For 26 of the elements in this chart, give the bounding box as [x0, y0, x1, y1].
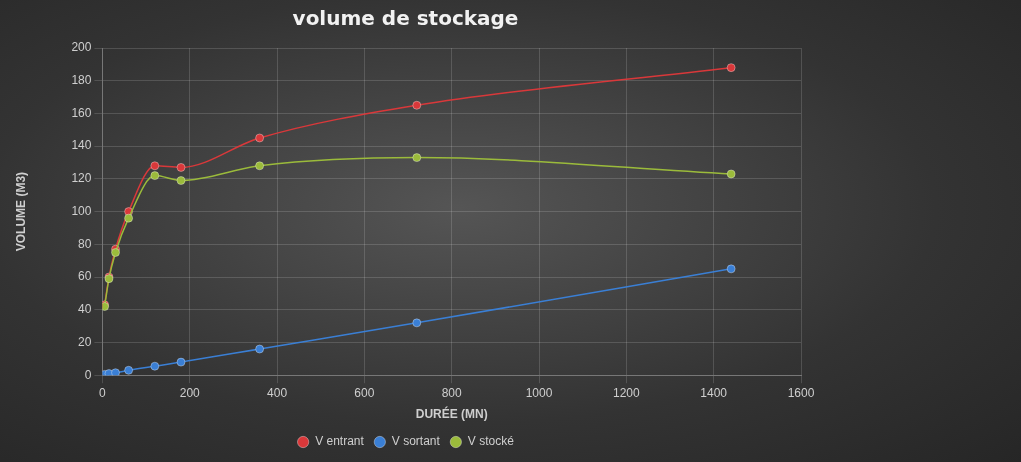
- y-tick-label: 160: [71, 105, 92, 120]
- x-tick-label: 1600: [787, 385, 815, 400]
- y-tick-label: 80: [78, 236, 92, 251]
- y-tick-label: 120: [71, 171, 92, 186]
- y-tick-label: 100: [71, 203, 92, 218]
- x-tick-label: 1000: [525, 385, 553, 400]
- x-axis-title: DURÉE (MN): [415, 406, 488, 422]
- y-tick-label: 200: [71, 40, 92, 55]
- x-tick-label: 600: [354, 385, 375, 400]
- legend-label: V entrant: [315, 434, 365, 449]
- x-tick-label: 200: [179, 385, 201, 400]
- x-tick-label: 400: [267, 385, 288, 400]
- y-axis-title: VOLUME (M3): [13, 171, 28, 252]
- y-tick-label: 0: [84, 367, 92, 382]
- legend-label: V stocké: [467, 434, 515, 449]
- legend-label: V sortant: [391, 434, 441, 449]
- x-tick-label: 1200: [613, 385, 641, 400]
- x-tick-label: 800: [441, 385, 463, 400]
- y-tick-label: 60: [78, 269, 92, 284]
- x-tick-label: 1400: [700, 385, 728, 400]
- y-tick-label: 20: [78, 334, 92, 349]
- chart-title: volume de stockage: [292, 6, 519, 31]
- y-tick-label: 140: [71, 138, 92, 153]
- y-tick-label: 180: [71, 73, 92, 88]
- y-tick-label: 40: [78, 302, 92, 317]
- x-tick-label: 0: [99, 385, 107, 400]
